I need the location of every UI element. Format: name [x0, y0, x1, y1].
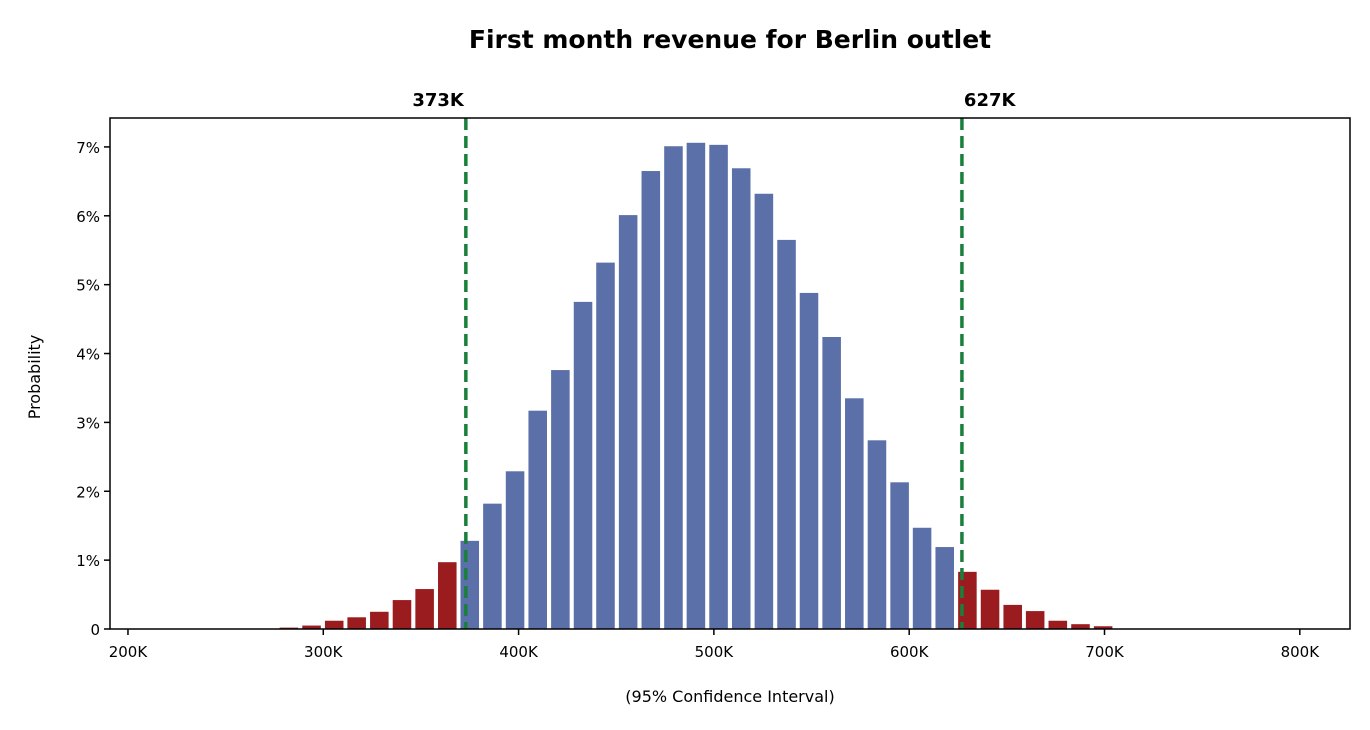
bar [483, 503, 502, 629]
plot-frame [109, 117, 1351, 630]
x-tick-label: 500K [695, 643, 735, 661]
bar [1071, 624, 1090, 629]
bar [845, 398, 864, 629]
bar [505, 471, 525, 629]
bar [1025, 611, 1045, 629]
bar [754, 193, 774, 630]
bar [980, 589, 1000, 629]
bar [799, 292, 819, 629]
bar [777, 239, 796, 629]
bar [641, 171, 661, 629]
x-axis: 200K 300K 400K 500K 600K 700K 800K [109, 629, 1320, 661]
bar [370, 611, 389, 629]
x-tick-label: 200K [109, 643, 149, 661]
y-tick-label: 4% [76, 346, 100, 364]
bar [551, 370, 570, 629]
y-tick-label: 2% [76, 483, 100, 501]
x-tick-label: 400K [499, 643, 539, 661]
x-axis-label: (95% Confidence Interval) [625, 687, 834, 706]
bar [822, 337, 841, 629]
bar [302, 625, 321, 629]
bar [618, 215, 638, 630]
x-tick-label: 600K [890, 643, 930, 661]
y-tick-label: 6% [76, 208, 100, 226]
chart-title: First month revenue for Berlin outlet [469, 25, 991, 54]
y-tick-label: 3% [76, 414, 100, 432]
bar [347, 617, 366, 629]
y-tick-label: 0 [90, 621, 100, 639]
bar [324, 620, 344, 629]
bar [890, 482, 909, 629]
bar [415, 589, 434, 629]
y-tick-label: 7% [76, 139, 100, 157]
x-tick-label: 300K [304, 643, 344, 661]
ci-lower-label: 373K [412, 90, 465, 111]
bar [1003, 604, 1022, 629]
bar [438, 562, 457, 629]
bar [596, 262, 615, 629]
bar [1048, 620, 1068, 629]
bars [279, 142, 1113, 630]
bar [460, 540, 480, 629]
bar [935, 547, 955, 629]
bar [392, 600, 412, 629]
y-tick-label: 1% [76, 552, 100, 570]
bar [664, 146, 683, 630]
bar [912, 527, 932, 629]
bar [867, 440, 887, 629]
bar [709, 144, 728, 629]
bar [731, 168, 751, 629]
bar [686, 142, 706, 629]
bar [958, 571, 977, 629]
bar [1093, 626, 1113, 629]
ci-upper-label: 627K [964, 90, 1017, 111]
y-tick-label: 5% [76, 277, 100, 295]
ci-lines [464, 118, 964, 629]
y-axis-label: Probability [25, 335, 44, 420]
x-tick-label: 800K [1281, 643, 1321, 661]
x-tick-label: 700K [1085, 643, 1125, 661]
bar [573, 301, 593, 629]
y-axis: 0 1% 2% 3% 4% 5% 6% 7% [76, 139, 110, 639]
bar [528, 410, 547, 629]
